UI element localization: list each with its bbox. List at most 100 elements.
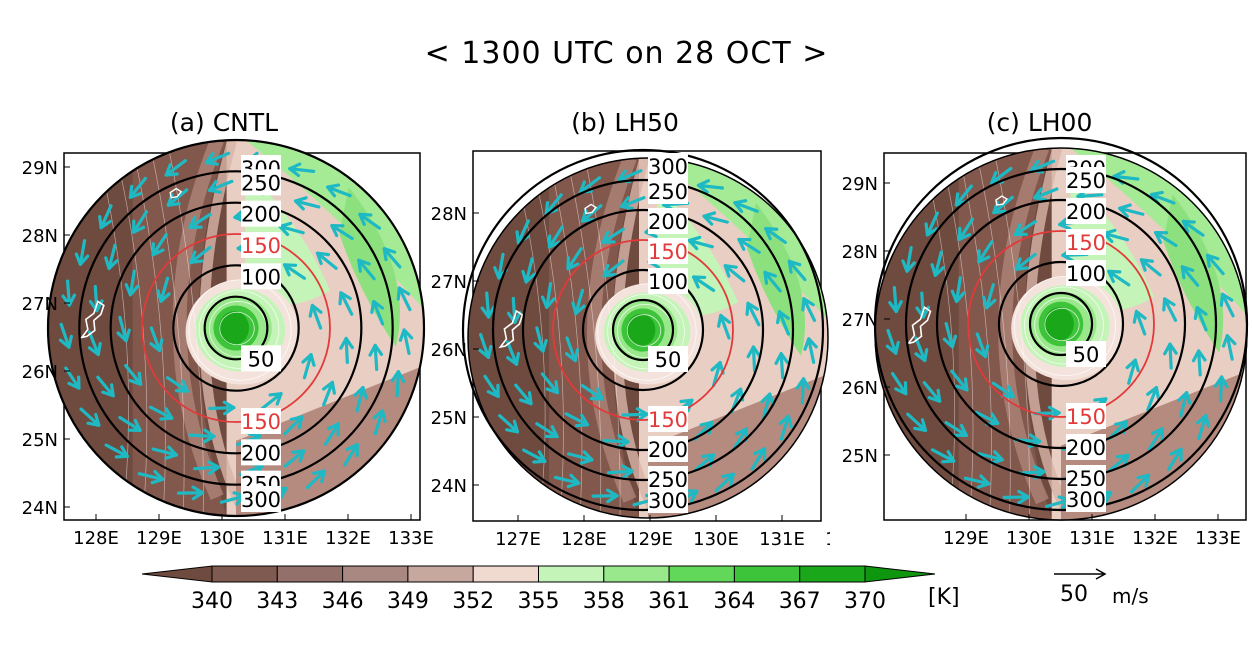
panel-lh00: (c) LH00 3002502001501005015020025030029…	[826, 105, 1253, 555]
wind-vector	[566, 247, 583, 271]
ring-label: 300	[648, 489, 688, 513]
wind-vector	[343, 442, 359, 467]
wind-vector	[74, 239, 90, 266]
range-ring	[491, 178, 795, 482]
colorbar-swatch	[407, 565, 474, 583]
wind-vector	[156, 276, 171, 303]
panel-title: (c) LH00	[986, 108, 1093, 137]
wind-vector	[620, 196, 646, 210]
wind-vector	[991, 381, 1015, 399]
wind-vector	[164, 159, 187, 177]
wind-vector	[803, 337, 818, 364]
wind-vector	[621, 407, 649, 422]
wind-vector	[338, 291, 354, 316]
wind-vector	[372, 409, 387, 436]
range-ring	[904, 167, 1218, 481]
wind-vector	[737, 237, 761, 254]
ring-label: 250	[648, 180, 688, 204]
ring-label: 100	[1066, 262, 1106, 286]
lon-tick-label: 129E	[627, 529, 673, 550]
lon-tick-label: 130E	[199, 528, 245, 549]
figure-title: < 1300 UTC on 28 OCT >	[424, 36, 829, 71]
colorbar-label: 340	[191, 589, 233, 614]
wind-vector	[260, 392, 283, 411]
reference-vector	[1052, 566, 1112, 586]
lon-tick-label: 131E	[262, 528, 308, 549]
wind-vector	[382, 247, 402, 269]
lat-tick-label: 27N	[22, 294, 58, 315]
wind-vector	[118, 415, 142, 432]
lon-tick-label: 130E	[1006, 528, 1052, 549]
wind-vector	[591, 488, 619, 504]
wind-vector	[533, 326, 548, 353]
lon-tick-label: 132E	[1132, 528, 1178, 549]
theta-e-shading	[48, 140, 424, 516]
colorbar-swatch	[668, 565, 735, 583]
ring-label: 200	[648, 438, 688, 462]
lon-tick-label: 128E	[561, 529, 607, 550]
lat-tick-label: 26N	[842, 378, 878, 399]
wind-vector	[942, 321, 958, 349]
wind-vector	[732, 427, 749, 451]
wind-vector	[478, 332, 493, 359]
wind-vector	[390, 370, 406, 398]
range-ring	[967, 230, 1155, 418]
ring-label: 150	[648, 240, 688, 264]
wind-vector	[116, 315, 131, 343]
lon-tick-label: 131E	[759, 529, 805, 550]
wind-vector	[580, 384, 604, 401]
range-ring	[141, 233, 331, 423]
ring-label: 200	[1066, 436, 1106, 460]
wind-vector	[891, 371, 908, 396]
lat-tick-label: 29N	[842, 174, 878, 195]
wind-vector	[992, 195, 1014, 215]
wind-vector	[746, 345, 762, 373]
wind-vector	[398, 328, 414, 356]
wind-vector	[151, 233, 168, 257]
wind-vector	[137, 469, 165, 485]
lon-tick-label: 128E	[73, 528, 119, 549]
colorbar-svg: 340 343 346 349 352 355 358 361 364 367 370	[141, 565, 936, 614]
colorbar-swatch	[472, 565, 540, 583]
wind-vector	[483, 374, 500, 398]
wind-vector	[958, 217, 975, 241]
wind-vector	[288, 162, 316, 178]
wind-vector	[601, 227, 625, 244]
wind-vector	[124, 269, 140, 297]
wind-vector	[565, 336, 580, 363]
ring-label: 150	[648, 408, 688, 432]
range-ring	[611, 298, 675, 362]
colorbar-label: 370	[844, 589, 886, 614]
colorbar-swatch	[342, 565, 409, 583]
range-ring	[997, 260, 1125, 388]
wind-vector	[1166, 447, 1183, 472]
colorbar-label: 358	[583, 589, 625, 614]
map-plot: 3002502001501005015020025030029N28N27N26…	[22, 138, 434, 549]
wind-vector	[124, 363, 143, 386]
reference-arrow-icon	[1054, 568, 1107, 580]
colorbar-swatch	[733, 565, 801, 583]
wind-vector	[716, 313, 731, 340]
wind-vector	[924, 211, 939, 237]
wind-vector	[165, 376, 190, 393]
range-ring	[461, 148, 825, 512]
range-ring	[172, 264, 300, 392]
wind-vector	[888, 285, 903, 314]
wind-vector	[1146, 385, 1161, 412]
panel-cntl: (a) CNTL 300 250 200 150 100 50 150 200 250 300 29…	[14, 105, 434, 555]
wind-vector	[764, 226, 788, 244]
lat-tick-label: 24N	[431, 476, 467, 497]
wind-vector	[357, 258, 376, 281]
colorbar-swatch	[799, 565, 866, 583]
lon-tick-label: 133E	[1195, 528, 1241, 549]
wind-vector	[339, 336, 354, 365]
wind-vector	[702, 211, 729, 226]
wind-vector	[358, 212, 382, 230]
ring-label: 100	[241, 265, 281, 289]
map-plot: 3002502001501005015020025030029N28N27N26…	[842, 136, 1249, 549]
wind-vector	[1196, 413, 1211, 441]
ring-label: 200	[648, 210, 688, 234]
wind-vector	[1147, 427, 1164, 451]
wind-vector	[801, 297, 817, 323]
